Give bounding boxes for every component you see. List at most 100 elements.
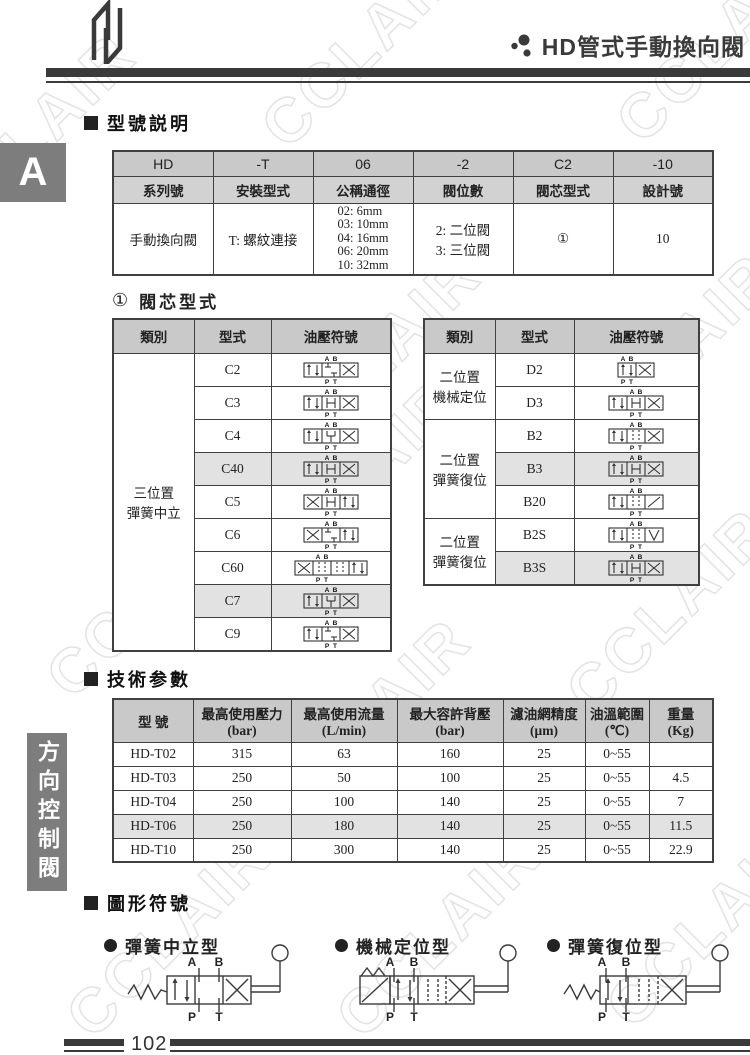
svg-text:P: P [325, 445, 330, 451]
svg-text:A: A [315, 554, 320, 561]
model-code-row: HD -T 06 -2 C2 -10 [112, 150, 714, 177]
port-label-a: A [598, 955, 607, 969]
svg-text:B: B [638, 389, 643, 396]
svg-text:T: T [333, 412, 337, 418]
sidebar-category-label: 方向控制閥 [27, 733, 67, 891]
svg-text:B: B [332, 422, 337, 429]
svg-text:A: A [630, 422, 635, 429]
svg-text:P: P [630, 412, 635, 418]
table-header-row: 型 號 最高使用壓力 (bar) 最高使用流量 (L/min) 最大容許背壓 (… [112, 698, 714, 743]
tech-parameters-table: 型 號 最高使用壓力 (bar) 最高使用流量 (L/min) 最大容許背壓 (… [112, 698, 714, 863]
svg-text:P: P [316, 577, 321, 583]
model-section-heading: 型號説明 [84, 110, 191, 136]
header-rule-thick [46, 68, 750, 77]
svg-text:T: T [638, 511, 642, 517]
port-label-b: B [622, 955, 631, 969]
svg-text:A: A [324, 587, 329, 594]
svg-text:P: P [325, 610, 330, 616]
square-bullet-icon [84, 116, 98, 130]
page-header: HD管式手動換向閥 [511, 28, 745, 62]
port-label-p: P [386, 1010, 394, 1022]
dots-icon [511, 34, 531, 57]
svg-text:A: A [621, 356, 626, 363]
port-label-t: T [410, 1010, 418, 1022]
port-label-t: T [215, 1010, 223, 1022]
tech-section-heading: 技術参數 [84, 666, 191, 692]
port-label-t: T [622, 1010, 630, 1022]
svg-text:T: T [324, 577, 328, 583]
svg-text:P: P [325, 478, 330, 484]
svg-text:A: A [630, 554, 635, 561]
svg-text:A: A [630, 488, 635, 495]
footer-rule-left-thin [64, 1050, 124, 1052]
symbol-label-detent: 機械定位型 [335, 933, 451, 958]
svg-text:B: B [638, 521, 643, 528]
svg-text:B: B [332, 521, 337, 528]
svg-text:P: P [325, 643, 330, 649]
svg-text:A: A [630, 389, 635, 396]
svg-text:B: B [638, 488, 643, 495]
svg-text:B: B [332, 620, 337, 627]
svg-text:T: T [638, 412, 642, 418]
table-header-row: 類別 型式 油壓符號 [112, 318, 392, 354]
model-label-row: 系列號 安裝型式 公稱通徑 閥位數 閥芯型式 設計號 [112, 175, 714, 204]
category-cell: 二位置 彈簧復位 [423, 517, 496, 585]
model-code-table: HD -T 06 -2 C2 -10 系列號 安裝型式 公稱通徑 閥位數 閥芯型… [112, 150, 714, 276]
port-label-a: A [188, 955, 197, 969]
page-title: HD管式手動換向閥 [541, 34, 745, 60]
port-label-b: B [215, 955, 224, 969]
watermark-text: CCLAIR [603, 0, 750, 157]
svg-text:T: T [638, 577, 642, 583]
svg-text:B: B [332, 389, 337, 396]
svg-text:P: P [630, 577, 635, 583]
svg-text:P: P [325, 544, 330, 550]
model-value-row: 手動換向閥 T: 螺紋連接 02: 6mm 03: 10mm 04: 16mm … [112, 202, 714, 275]
port-label-p: P [188, 1010, 196, 1022]
category-cell: 三位置 彈簧中立 [112, 352, 195, 651]
table-row: HD-T02 315 63 160 25 0~55 [112, 741, 714, 767]
category-cell: 二位置 機械定位 [423, 352, 496, 420]
svg-text:B: B [638, 455, 643, 462]
brand-logo [91, 0, 123, 64]
svg-text:P: P [630, 511, 635, 517]
svg-text:B: B [332, 488, 337, 495]
svg-text:T: T [629, 379, 633, 385]
svg-text:B: B [638, 554, 643, 561]
svg-text:T: T [333, 511, 337, 517]
svg-text:P: P [621, 379, 626, 385]
svg-text:A: A [324, 620, 329, 627]
symbols-section-heading: 圖形符號 [84, 890, 191, 916]
diagram-spring-return: A B P T [563, 944, 729, 1022]
svg-text:T: T [333, 478, 337, 484]
svg-text:B: B [332, 587, 337, 594]
footer-rule-right-thin [170, 1050, 750, 1052]
circle-bullet-icon [547, 939, 560, 952]
svg-text:T: T [333, 544, 337, 550]
circle-bullet-icon [104, 939, 117, 952]
svg-text:A: A [324, 488, 329, 495]
svg-text:A: A [630, 455, 635, 462]
svg-text:A: A [324, 389, 329, 396]
svg-text:B: B [332, 455, 337, 462]
square-bullet-icon [84, 896, 98, 910]
table-row: HD-T04 250 100 140 25 0~55 7 [112, 789, 714, 815]
svg-text:T: T [638, 445, 642, 451]
svg-text:P: P [325, 412, 330, 418]
